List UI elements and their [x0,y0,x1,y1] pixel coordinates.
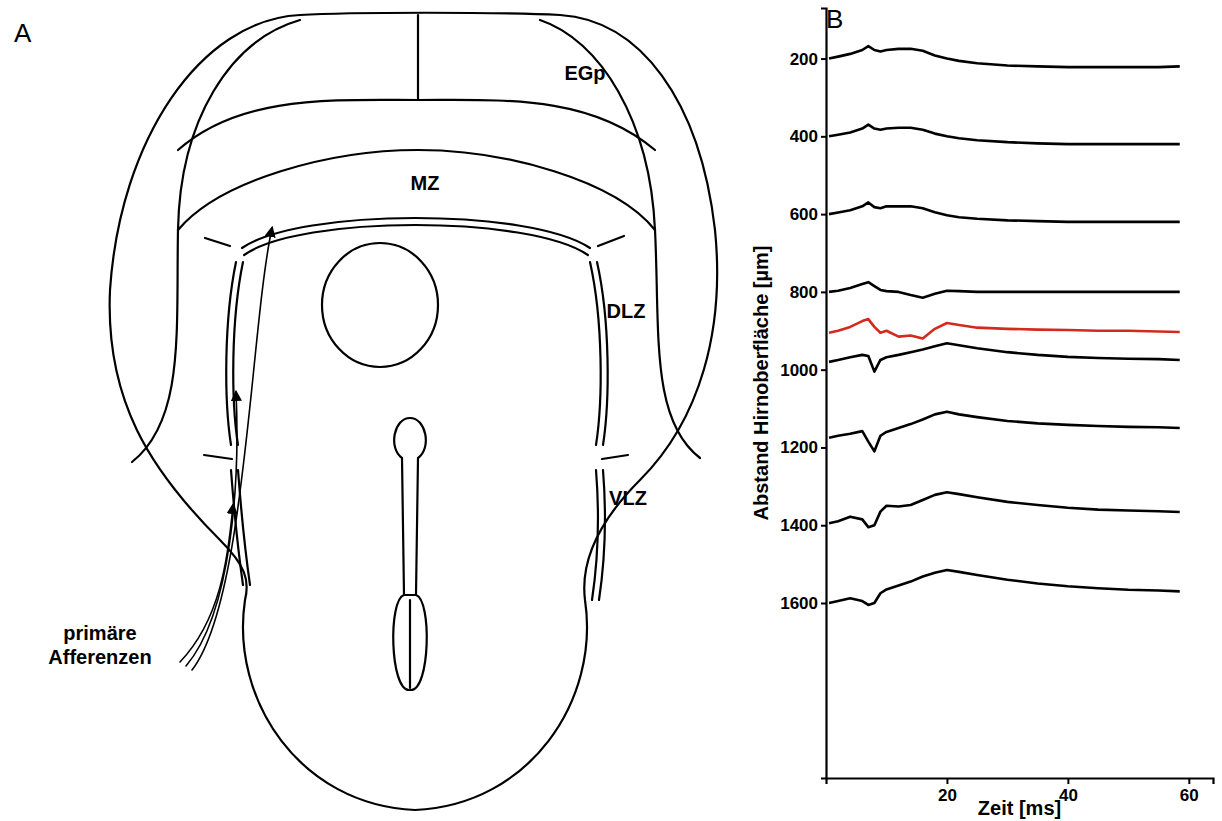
region-label: MZ [411,172,440,194]
trace [829,570,1180,605]
y-tick-label: 1400 [780,516,818,535]
y-tick: 1200 [780,438,826,457]
y-tick: 200 [790,49,826,68]
x-tick-mark [1188,778,1190,784]
mz-layer [244,225,588,255]
y-tick-label: 1000 [780,361,818,380]
trace [829,202,1180,221]
y-tick: 800 [790,283,826,302]
mz-layer [242,218,590,248]
panel-letter: A [14,18,32,48]
afferent-label: primäreAfferenzen [48,622,151,668]
plot-area [829,46,1180,605]
x-tick: 60 [1180,778,1199,805]
y-tick-label: 200 [790,49,818,68]
panel-a-diagram: EGp MZ DLZ VLZ primäreAfferenzen [48,13,717,810]
brain-outline [110,13,718,810]
y-tick-mark [821,525,826,527]
separator [598,236,624,246]
vlz-layer-right [599,470,605,600]
x-tick-label: 40 [1059,786,1078,805]
y-axis-line [821,9,827,779]
y-tick: 1000 [780,361,826,380]
afferent-arrow [192,228,272,670]
y-tick-mark [821,58,826,60]
y-tick-mark [821,447,826,449]
trace [829,282,1180,298]
x-tick-label: 60 [1180,786,1199,805]
panel-b-chart: 20 40 60 200 400 600 800 1000 1200 1400 1600 Zeit [… [750,9,1214,820]
x-tick-mark [946,778,948,784]
y-tick-mark [821,603,826,605]
trace [829,46,1180,67]
y-tick: 600 [790,205,826,224]
figure: A B EGp MZ DLZ VLZ primäreAfferenzen 20 40 60 200 4… [0,0,1222,821]
y-tick: 1600 [780,594,826,613]
x-tick-label: 20 [938,786,957,805]
y-tick-label: 1600 [780,594,818,613]
panel-letter: B [826,4,843,34]
dlz-layer-right [590,262,601,445]
ventricle-midline [409,600,411,688]
caps-border [178,100,655,150]
trace [829,125,1180,144]
x-tick: 40 [1059,778,1078,805]
separator [602,455,628,459]
x-tick-mark [1067,778,1069,784]
x-tick: 20 [938,778,957,805]
y-tick-label: 1200 [780,438,818,457]
y-tick: 1400 [780,516,826,535]
x-axis-line [827,779,1214,785]
central-canal [322,243,438,367]
y-tick-label: 600 [790,205,818,224]
y-tick-mark [821,369,826,371]
region-label: VLZ [609,487,647,509]
trace [829,492,1180,527]
y-axis: 200 400 600 800 1000 1200 1400 1600 [780,9,826,779]
y-tick-mark [821,291,826,293]
ventricle-base [393,595,427,690]
vlz-layer-right [592,470,598,600]
dlz-layer-right [597,262,608,445]
separator [205,238,230,246]
x-axis-title: Zeit [ms] [978,797,1061,819]
separator [204,455,232,459]
region-label: EGp [564,62,605,84]
y-tick-label: 800 [790,283,818,302]
trace [829,412,1180,452]
dlz-layer-left [233,262,243,445]
ventricle [394,418,426,595]
y-tick-mark [821,136,826,138]
y-axis-title: Abstand Hirnoberfläche [µm] [750,246,772,521]
y-tick-label: 400 [790,127,818,146]
trace [829,343,1180,371]
background [0,0,1222,821]
y-tick: 400 [790,127,826,146]
trace [829,319,1180,338]
midline [417,15,419,100]
egp-border-right [540,20,700,458]
region-label: DLZ [607,300,646,322]
afferent-arrow [186,392,237,666]
y-tick-mark [821,214,826,216]
